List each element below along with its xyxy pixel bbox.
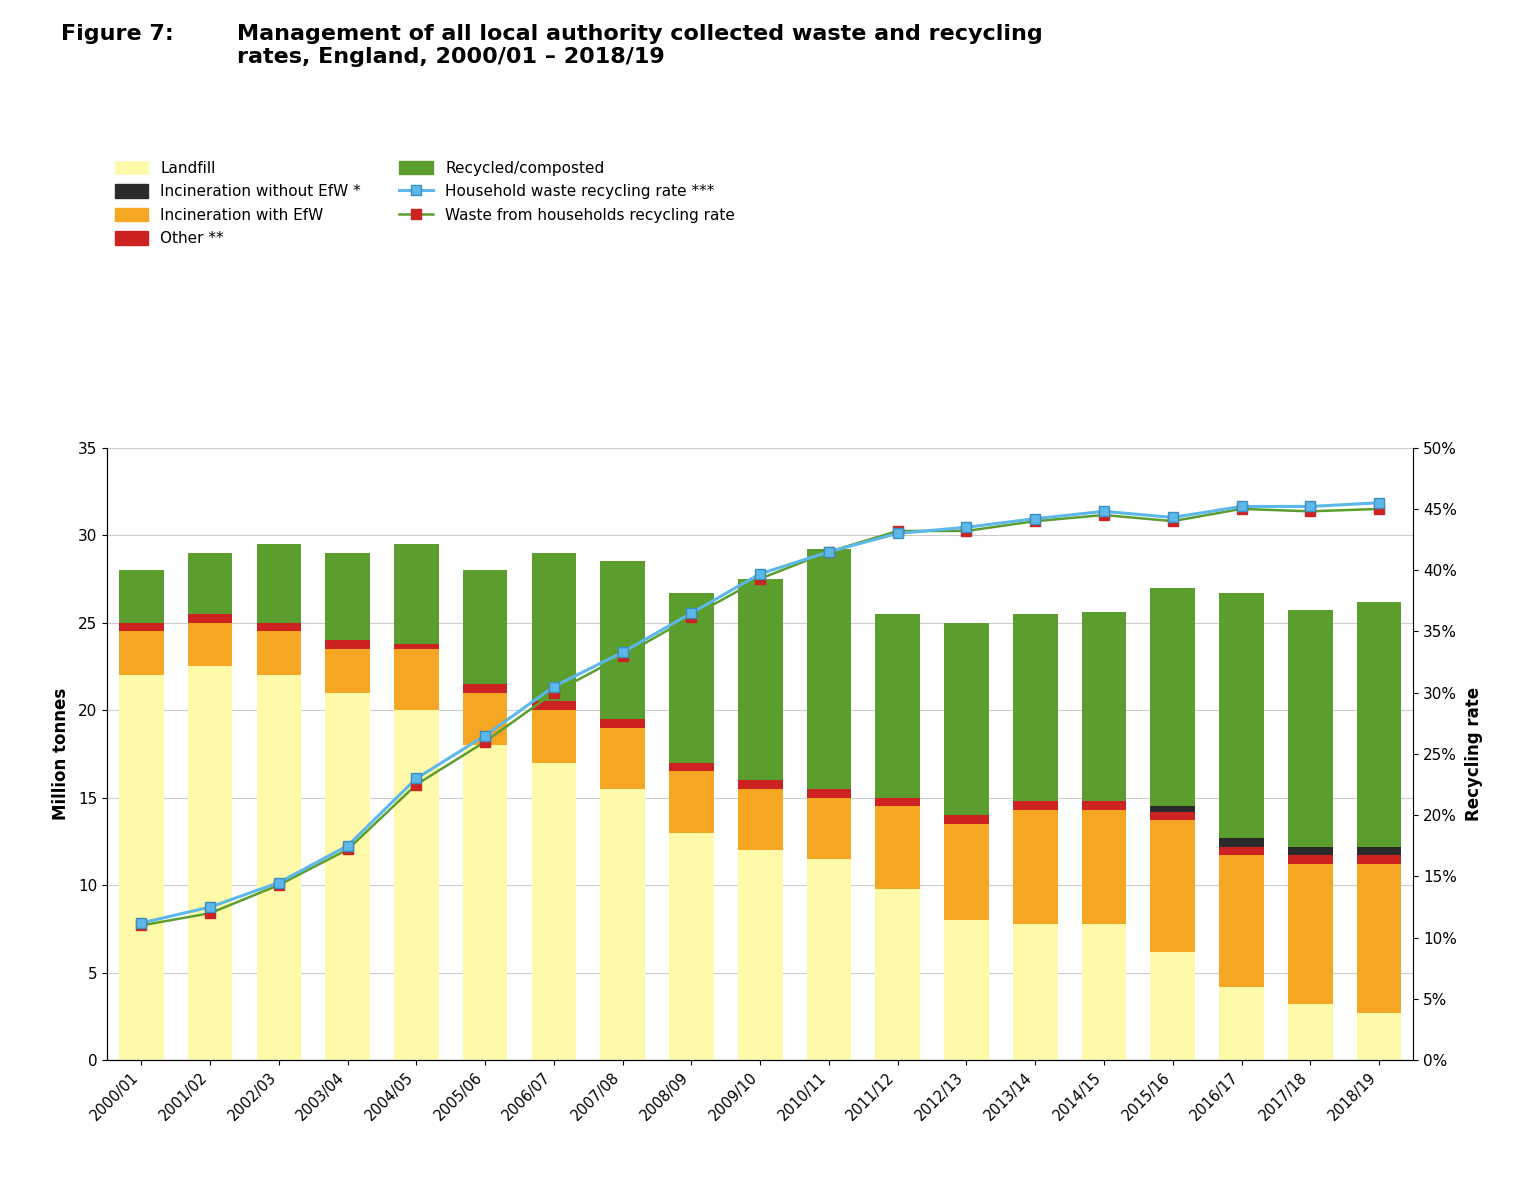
Bar [463,570,507,684]
Bar [463,693,507,746]
Bar [876,798,920,807]
Bar [944,920,989,1060]
Bar [1219,987,1264,1060]
Bar [1288,610,1332,847]
Bar [738,851,782,1060]
Bar [669,593,714,762]
Bar [1357,847,1401,855]
Bar [1357,1013,1401,1060]
Bar [1013,801,1057,810]
Y-axis label: Recycling rate: Recycling rate [1465,687,1484,821]
Bar [532,552,576,701]
Bar [532,701,576,710]
Bar [1151,812,1195,820]
Bar [257,623,301,631]
Bar [1151,807,1195,812]
Bar [1151,820,1195,952]
Bar [119,631,163,675]
Bar [601,562,645,719]
Bar [1013,810,1057,924]
Bar [1013,614,1057,801]
Bar [807,798,851,859]
Bar [669,762,714,772]
Bar [944,623,989,815]
Bar [1288,855,1332,865]
Bar [1357,865,1401,1013]
Bar [738,578,782,780]
Text: Management of all local authority collected waste and recycling
rates, England, : Management of all local authority collec… [237,24,1042,67]
Bar [1151,588,1195,807]
Bar [1288,1004,1332,1060]
Bar [876,807,920,888]
Bar [1013,924,1057,1060]
Bar [188,623,232,667]
Bar [1082,801,1126,810]
Bar [325,552,370,640]
Bar [807,549,851,789]
Bar [876,614,920,798]
Bar [738,789,782,851]
Bar [1082,924,1126,1060]
Bar [1082,810,1126,924]
Bar [1219,855,1264,987]
Bar [1219,838,1264,847]
Bar [394,544,439,643]
Bar [876,888,920,1060]
Bar [257,631,301,675]
Bar [944,815,989,823]
Bar [601,719,645,728]
Bar [738,780,782,789]
Bar [394,643,439,649]
Bar [463,684,507,693]
Bar [532,710,576,762]
Bar [257,675,301,1060]
Bar [807,859,851,1060]
Bar [188,552,232,614]
Bar [119,675,163,1060]
Bar [188,614,232,623]
Bar [463,746,507,1060]
Bar [669,833,714,1060]
Text: Figure 7:: Figure 7: [61,24,174,44]
Bar [532,762,576,1060]
Bar [1151,952,1195,1060]
Bar [394,649,439,710]
Bar [1219,593,1264,838]
Bar [601,728,645,789]
Bar [257,544,301,623]
Bar [1357,855,1401,865]
Bar [394,710,439,1060]
Bar [325,693,370,1060]
Bar [944,823,989,920]
Y-axis label: Million tonnes: Million tonnes [52,688,70,820]
Bar [1357,602,1401,847]
Bar [669,772,714,833]
Bar [601,789,645,1060]
Bar [188,667,232,1060]
Legend: Landfill, Incineration without EfW *, Incineration with EfW, Other **, Recycled/: Landfill, Incineration without EfW *, In… [115,160,735,246]
Bar [1219,847,1264,855]
Bar [325,640,370,649]
Bar [1288,847,1332,855]
Bar [119,623,163,631]
Bar [1082,613,1126,801]
Bar [807,789,851,798]
Bar [325,649,370,693]
Bar [119,570,163,623]
Bar [1288,865,1332,1004]
